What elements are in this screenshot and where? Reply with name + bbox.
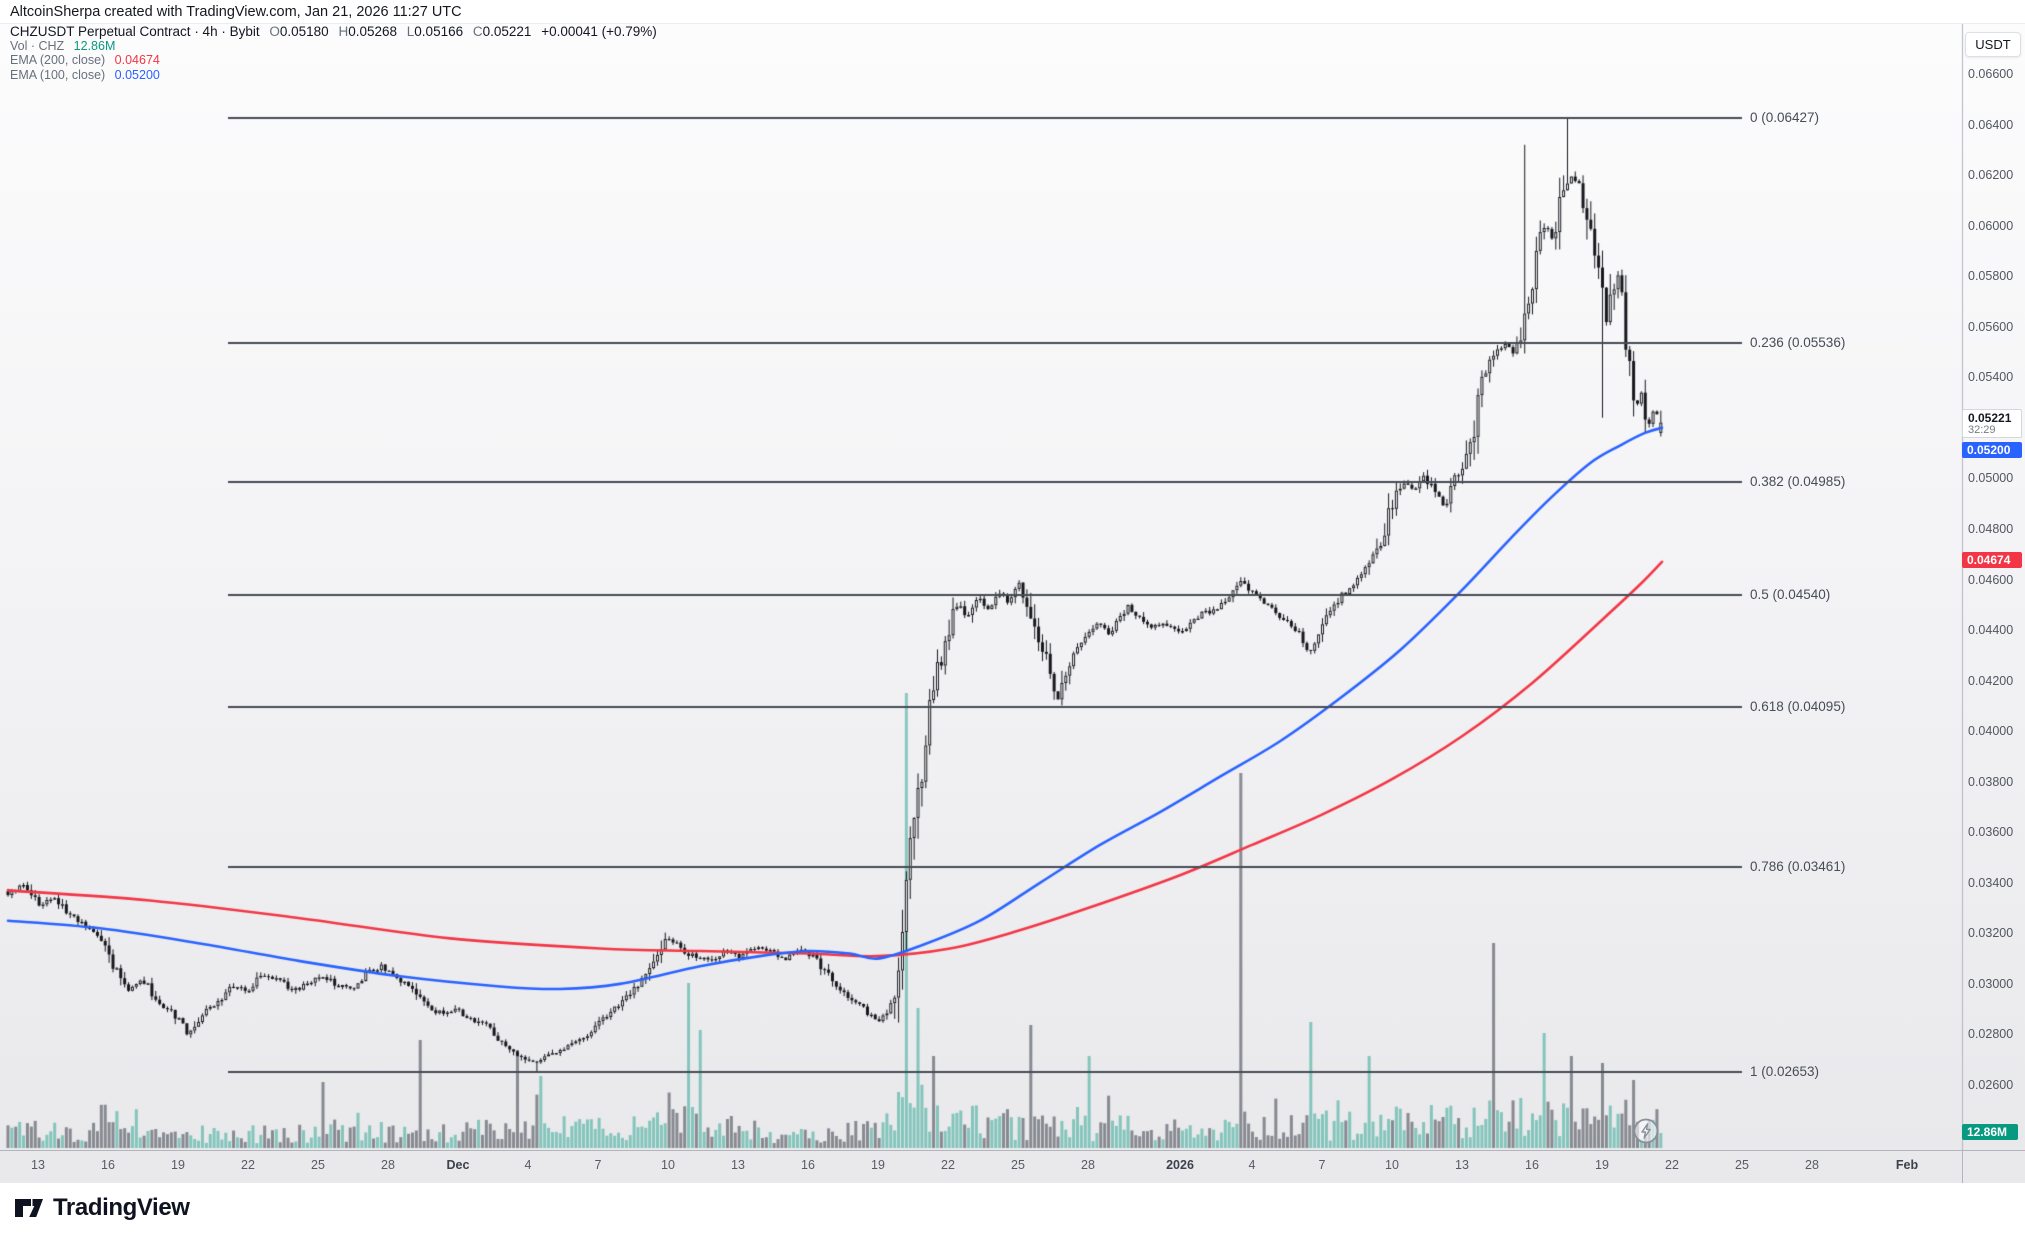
ema100-price-badge: 0.05200 (1962, 441, 2022, 458)
volume-label[interactable]: Vol · CHZ (10, 38, 65, 53)
time-label: 13 (31, 1158, 45, 1172)
price-tick: 0.05800 (1968, 269, 2014, 284)
time-label: 22 (941, 1158, 955, 1172)
time-label: 25 (311, 1158, 325, 1172)
price-tick: 0.06200 (1968, 168, 2014, 183)
time-label: 16 (101, 1158, 115, 1172)
tradingview-logo-icon (15, 1199, 43, 1217)
price-tick: 0.06400 (1968, 117, 2014, 132)
ema200-row[interactable]: EMA (200, close) 0.04674 (10, 53, 657, 68)
price-chart-canvas[interactable] (0, 24, 2025, 1150)
price-tick: 0.04200 (1968, 673, 2014, 688)
time-label: Feb (1895, 1158, 1919, 1172)
time-label: 22 (1665, 1158, 1679, 1172)
price-tick: 0.06600 (1968, 67, 2014, 81)
lightning-marker-icon[interactable] (1631, 1116, 1661, 1146)
time-label: 7 (1318, 1158, 1326, 1172)
price-tick: 0.03600 (1968, 825, 2014, 840)
price-tick: 0.03800 (1968, 774, 2014, 789)
time-label: 2026 (1166, 1158, 1194, 1172)
symbol-title[interactable]: CHZUSDT Perpetual Contract · 4h · Bybit (10, 24, 260, 39)
change-value: +0.00041 (+0.79%) (541, 24, 657, 39)
volume-row[interactable]: Vol · CHZ 12.86M (10, 38, 657, 54)
price-tick: 0.02600 (1968, 1078, 2014, 1092)
ema200-value: 0.04674 (114, 53, 160, 67)
price-tick: 0.05600 (1968, 319, 2014, 334)
time-label: 19 (1595, 1158, 1609, 1172)
price-tick: 0.06000 (1968, 218, 2014, 233)
chart-area[interactable]: CHZUSDT Perpetual Contract · 4h · Bybit … (0, 24, 2025, 1150)
time-label: Dec (446, 1158, 470, 1172)
time-label: 28 (1081, 1158, 1095, 1172)
tradingview-wordmark: TradingView (53, 1194, 190, 1221)
ema100-value: 0.05200 (114, 67, 160, 82)
price-tick: 0.05400 (1968, 370, 2014, 385)
time-label: 4 (524, 1158, 532, 1172)
low-value: 0.05166 (414, 24, 464, 39)
open-label: O (269, 24, 280, 39)
last-price-badge: 0.05221 32:29 (1962, 408, 2022, 438)
time-axis[interactable]: 13 16 19 22 25 28 Dec 4 7 10 13 16 19 22 25 28 2026 4 7 10 1… (0, 1150, 2025, 1183)
tradingview-logo: TradingView (14, 1194, 190, 1222)
fib-level-label: 0.382 (0.04985) (1750, 474, 1846, 490)
time-label: 16 (1525, 1158, 1539, 1172)
ema100-label[interactable]: EMA (100, close) (10, 67, 106, 82)
time-label: 13 (731, 1158, 745, 1172)
volume-value: 12.86M (73, 38, 116, 53)
time-label: 10 (661, 1158, 675, 1172)
currency-toggle-button[interactable]: USDT (1965, 32, 2021, 57)
time-label: 28 (381, 1158, 395, 1172)
price-tick: 0.05000 (1968, 471, 2014, 486)
close-label: C (472, 24, 483, 39)
fib-level-label: 0.5 (0.04540) (1750, 586, 1831, 602)
price-tick: 0.04800 (1968, 521, 2014, 536)
ema200-label[interactable]: EMA (200, close) (10, 53, 106, 67)
time-label: 28 (1805, 1158, 1819, 1172)
time-label: 16 (801, 1158, 815, 1172)
time-label: 25 (1011, 1158, 1025, 1172)
footer: TradingView (0, 1183, 2025, 1235)
high-label: H (338, 24, 349, 39)
close-value: 0.05221 (482, 24, 532, 39)
high-value: 0.05268 (348, 24, 398, 39)
price-tick: 0.04000 (1968, 724, 2014, 739)
price-tick: 0.04400 (1968, 623, 2014, 638)
time-label: 25 (1735, 1158, 1749, 1172)
price-tick: 0.03400 (1968, 875, 2014, 890)
fib-level-label: 1 (0.02653) (1750, 1063, 1820, 1079)
fib-level-label: 0.618 (0.04095) (1750, 699, 1846, 715)
time-label: 19 (871, 1158, 885, 1172)
chart-legend: CHZUSDT Perpetual Contract · 4h · Bybit … (10, 25, 657, 82)
price-tick: 0.02800 (1968, 1027, 2014, 1042)
price-tick: 0.03000 (1968, 976, 2014, 991)
time-label: 4 (1248, 1158, 1256, 1172)
fib-level-label: 0 (0.06427) (1750, 109, 1820, 125)
ema100-row[interactable]: EMA (100, close) 0.05200 (10, 67, 657, 83)
low-label: L (406, 24, 415, 39)
axis-corner-divider (1962, 1151, 1963, 1183)
volume-badge: 12.86M (1962, 1124, 2018, 1140)
open-value: 0.05180 (279, 24, 329, 39)
price-tick: 0.04600 (1968, 572, 2014, 587)
attribution-bar: AltcoinSherpa created with TradingView.c… (0, 0, 2025, 24)
time-label: 19 (171, 1158, 185, 1172)
price-tick: 0.03200 (1968, 926, 2014, 941)
time-label: 13 (1455, 1158, 1469, 1172)
time-label: 22 (241, 1158, 255, 1172)
symbol-title-row[interactable]: CHZUSDT Perpetual Contract · 4h · Bybit … (10, 25, 657, 39)
last-price-value: 0.05221 (1968, 410, 2012, 425)
time-label: 10 (1385, 1158, 1399, 1172)
fib-level-label: 0.786 (0.03461) (1750, 859, 1846, 875)
bar-countdown: 32:29 (1968, 423, 1996, 436)
time-label: 7 (594, 1158, 602, 1172)
fib-level-label: 0.236 (0.05536) (1750, 334, 1846, 350)
attribution-text: AltcoinSherpa created with TradingView.c… (10, 3, 462, 20)
ema200-price-badge: 0.04674 (1962, 551, 2022, 568)
